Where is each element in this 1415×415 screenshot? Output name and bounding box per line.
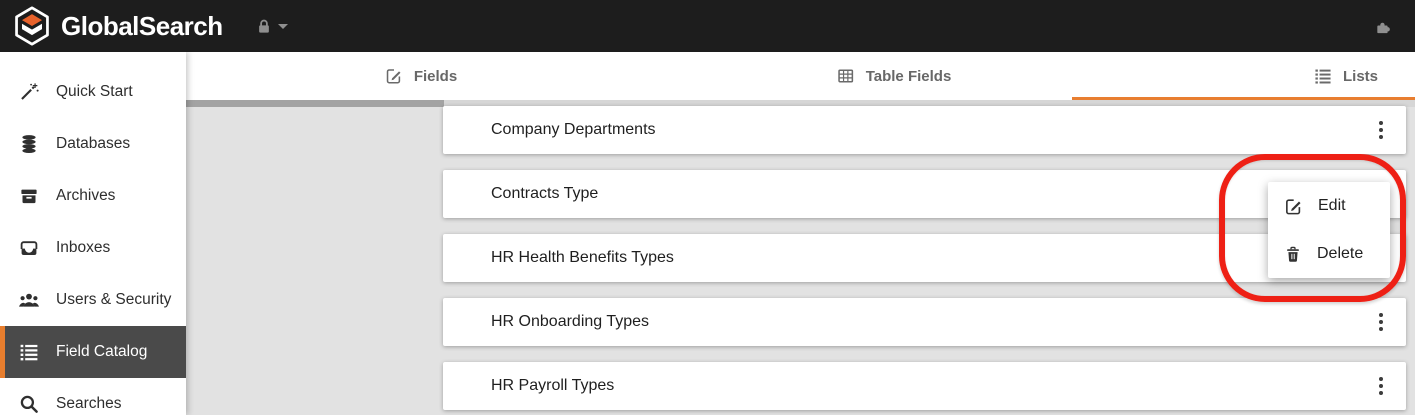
main-content: Fields Table Fields L [186, 52, 1415, 415]
list-item[interactable]: HR Payroll Types [443, 362, 1406, 410]
search-icon [18, 393, 40, 415]
kebab-menu-button[interactable] [1367, 113, 1395, 147]
sidebar-item-archives[interactable]: Archives [0, 170, 186, 222]
kebab-menu-button[interactable] [1367, 305, 1395, 339]
lock-icon [258, 19, 269, 33]
list-item-label: HR Payroll Types [491, 377, 615, 394]
kebab-menu-button[interactable] [1367, 369, 1395, 403]
tab-fields[interactable]: Fields [385, 52, 457, 100]
list-item-label: HR Health Benefits Types [491, 249, 674, 266]
sidebar-item-label: Users & Security [56, 291, 172, 308]
plugins-button[interactable] [1374, 17, 1393, 36]
tab-bar: Fields Table Fields L [186, 52, 1415, 100]
sidebar-item-quick-start[interactable]: Quick Start [0, 66, 186, 118]
top-header-bar: GlobalSearch [0, 0, 1415, 52]
tab-label: Lists [1342, 67, 1379, 85]
edit-square-icon [1286, 198, 1301, 214]
table-grid-icon [838, 69, 854, 83]
trash-icon [1287, 246, 1299, 262]
horizontal-scrollbar-thumb[interactable] [186, 100, 444, 107]
sidebar-nav: Quick Start Databases Arc [0, 52, 186, 415]
sidebar-item-label: Searches [56, 395, 122, 412]
list-item[interactable]: Contracts Type [443, 170, 1406, 218]
users-icon [18, 289, 40, 311]
sidebar-item-users-security[interactable]: Users & Security [0, 274, 186, 326]
list-item[interactable]: HR Health Benefits Types [443, 234, 1406, 282]
list-icon [18, 341, 40, 363]
horizontal-scrollbar-track [186, 100, 1415, 107]
sidebar-item-label: Archives [56, 187, 116, 204]
active-accent-bar [0, 326, 5, 378]
inbox-icon [18, 237, 40, 259]
sidebar-item-field-catalog[interactable]: Field Catalog [0, 326, 186, 378]
sidebar-item-databases[interactable]: Databases [0, 118, 186, 170]
sidebar-item-searches[interactable]: Searches [0, 378, 186, 415]
tab-table-fields[interactable]: Table Fields [837, 52, 952, 100]
globalsearch-logo-icon [15, 6, 49, 46]
sidebar-item-label: Inboxes [56, 239, 111, 256]
tab-label: Fields [413, 67, 458, 85]
list-item[interactable]: HR Onboarding Types [443, 298, 1406, 346]
puzzle-icon [1377, 22, 1390, 33]
database-icon [18, 133, 40, 155]
context-menu-item-label: Edit [1318, 197, 1346, 214]
context-menu-delete[interactable]: Delete [1268, 230, 1390, 278]
lock-menu-button[interactable] [255, 17, 288, 36]
context-menu-item-label: Delete [1317, 245, 1364, 262]
sidebar-item-label: Field Catalog [56, 343, 148, 360]
archive-box-icon [18, 185, 40, 207]
active-tab-indicator [1072, 97, 1415, 100]
context-menu-edit[interactable]: Edit [1268, 182, 1390, 230]
tab-lists[interactable]: Lists [1314, 52, 1378, 100]
sidebar-item-label: Quick Start [56, 83, 133, 100]
magic-wand-icon [18, 81, 40, 103]
context-menu: Edit Delete [1268, 182, 1390, 278]
sidebar-item-inboxes[interactable]: Inboxes [0, 222, 186, 274]
chevron-down-icon [277, 23, 288, 29]
list-item-label: Contracts Type [491, 185, 599, 202]
app-title: GlobalSearch [61, 10, 223, 41]
list-item-label: HR Onboarding Types [491, 313, 650, 330]
sidebar-item-label: Databases [56, 135, 131, 152]
list-icon [1315, 69, 1331, 84]
edit-square-icon [386, 69, 401, 84]
tab-label: Table Fields [865, 67, 952, 85]
list-item[interactable]: Company Departments [443, 106, 1406, 154]
list-item-label: Company Departments [491, 121, 656, 138]
